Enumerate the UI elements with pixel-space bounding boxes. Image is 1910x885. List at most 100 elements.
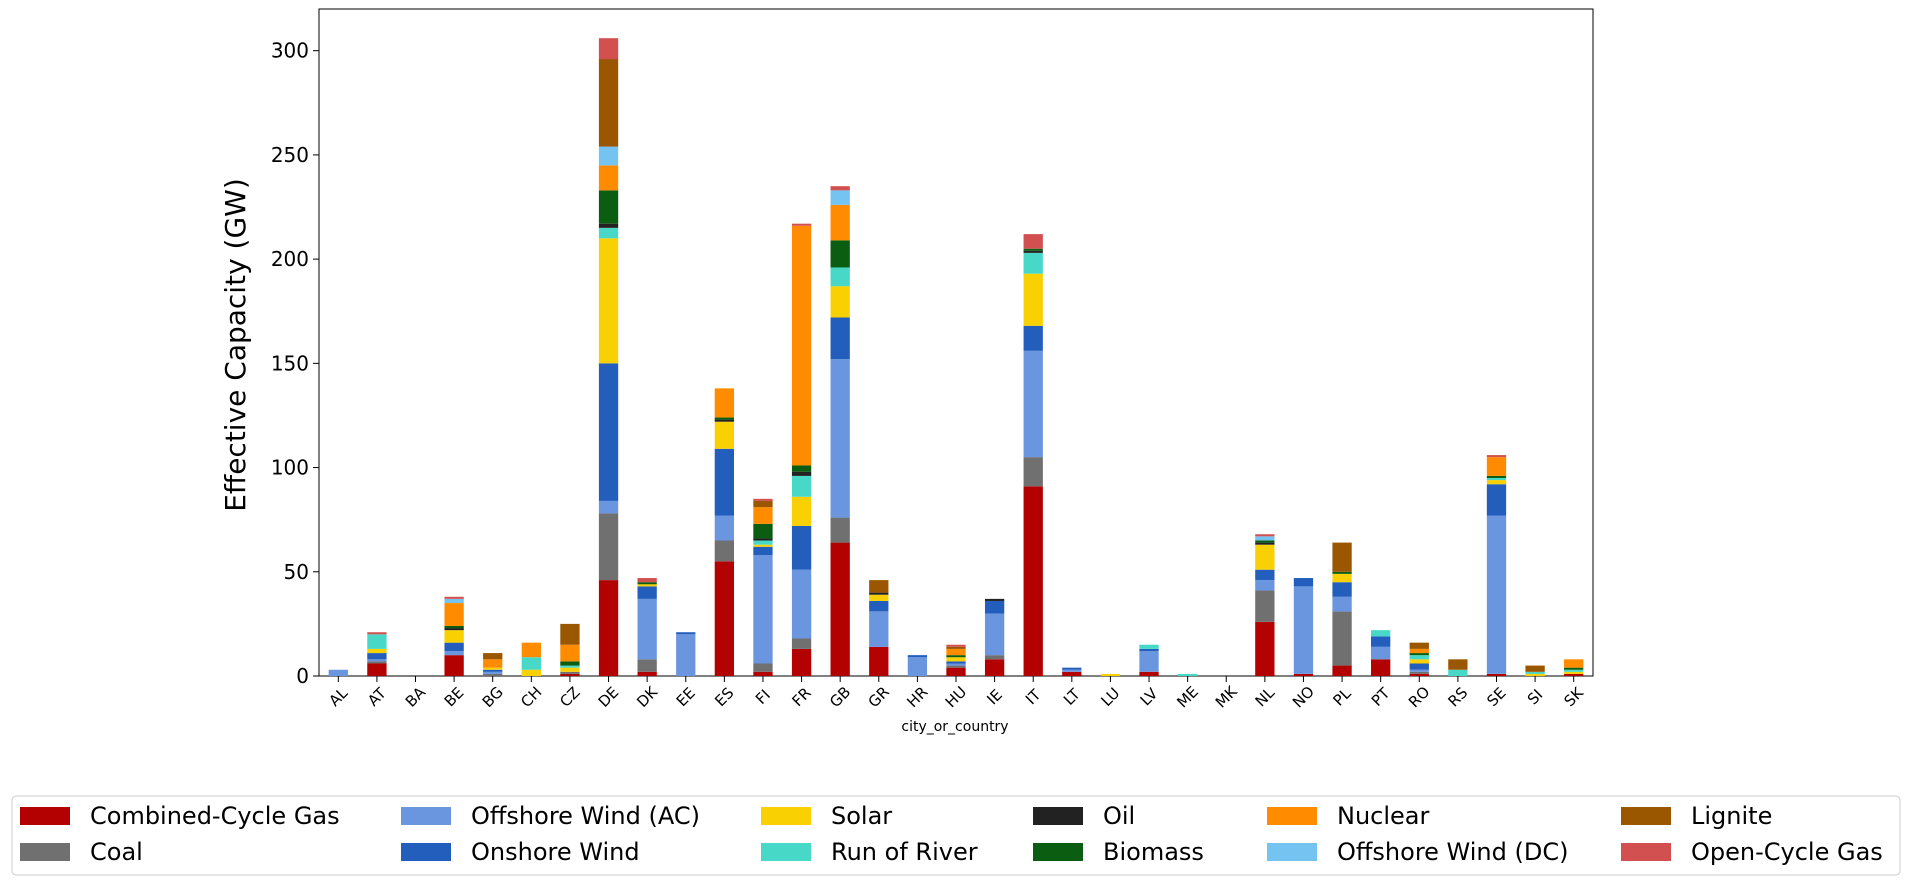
bar-segment-hu-1 (946, 665, 966, 668)
bar-segment-de-8 (598, 165, 619, 191)
x-tick-label-bg: BG (479, 683, 507, 711)
bar-segment-bg-10 (483, 653, 503, 660)
bar-segment-fr-7 (791, 465, 812, 472)
bar-segment-at-5 (367, 634, 387, 649)
legend-label: Offshore Wind (AC) (471, 802, 700, 830)
bar-segment-es-4 (714, 421, 735, 449)
bar-segment-pl-7 (1332, 571, 1352, 574)
bar-segment-pl-10 (1332, 542, 1352, 572)
bar-segment-it-7 (1023, 248, 1043, 251)
bar-segment-gr-4 (869, 594, 889, 601)
bar-segment-fi-5 (753, 540, 773, 545)
bar-segment-pt-3 (1371, 636, 1391, 647)
bar-segment-es-6 (714, 419, 735, 422)
bar-segment-bg-4 (483, 667, 503, 670)
bar-segment-fr-6 (791, 471, 812, 476)
bar-segment-hu-8 (946, 648, 966, 656)
bar-segment-bg-8 (483, 659, 503, 668)
bar-segment-si-10 (1525, 665, 1545, 672)
legend-label: Nuclear (1337, 802, 1430, 830)
x-tick-label-es: ES (711, 684, 737, 710)
bar-segment-gr-3 (869, 600, 889, 612)
legend-label: Lignite (1691, 802, 1772, 830)
bar-segment-de-11 (598, 38, 619, 60)
bar-segment-de-9 (598, 146, 619, 166)
bar-segment-lt-3 (1062, 667, 1082, 670)
bar-segment-nl-6 (1255, 542, 1275, 545)
bar-segment-hu-0 (946, 667, 966, 676)
bar-segment-ro-8 (1409, 648, 1429, 654)
bar-segment-ie-0 (984, 659, 1005, 676)
bar-segment-at-2 (367, 659, 387, 662)
bar-segment-gb-8 (830, 204, 850, 241)
legend-swatch (1267, 807, 1317, 825)
bar-segment-se-3 (1486, 484, 1507, 516)
y-axis: 0 50 100 150 200 250 300 (271, 39, 319, 688)
bar-segment-rs-5 (1448, 669, 1468, 676)
x-tick-label-se: SE (1483, 684, 1509, 710)
bar-segment-lt-0 (1062, 671, 1082, 676)
bar-segment-si-4 (1525, 673, 1545, 676)
bar-segment-al-2 (328, 669, 348, 676)
bar-segment-fi-1 (753, 663, 773, 672)
x-tick-label-no: NO (1289, 682, 1318, 711)
bar-segment-fr-4 (791, 496, 812, 526)
bar-segment-dk-4 (637, 584, 657, 587)
legend-swatch (1033, 843, 1083, 861)
y-tick-label: 150 (271, 351, 309, 375)
bar-segment-nl-1 (1255, 590, 1275, 622)
bar-segment-hr-2 (907, 657, 928, 676)
bar-segment-rs-10 (1448, 659, 1468, 670)
x-tick-label-at: AT (364, 684, 390, 710)
y-tick-label: 300 (271, 39, 309, 63)
bars (328, 38, 1584, 676)
x-tick-label-ro: RO (1405, 683, 1433, 711)
bar-segment-hu-7 (946, 655, 966, 658)
bar-segment-lv-2 (1139, 650, 1159, 672)
x-tick-label-ie: IE (983, 686, 1006, 709)
bar-segment-it-4 (1023, 273, 1043, 326)
x-tick-label-sk: SK (1560, 683, 1587, 710)
bar-segment-be-8 (444, 603, 464, 626)
x-tick-label-fi: FI (752, 686, 774, 708)
bar-segment-fr-11 (791, 223, 812, 226)
x-tick-label-rs: RS (1444, 684, 1471, 711)
x-tick-label-lt: LT (1060, 685, 1084, 709)
bar-segment-it-3 (1023, 325, 1043, 351)
bar-segment-gb-11 (830, 186, 850, 191)
bar-segment-ch-8 (521, 642, 541, 658)
legend-swatch (20, 807, 70, 825)
x-tick-label-ba: BA (402, 683, 430, 711)
bar-segment-fi-6 (753, 538, 773, 541)
bar-segment-nl-3 (1255, 569, 1275, 581)
x-axis: AL AT BA BE BG CH CZ DE DK EE ES FI FR GB GR HR HU IE IT LT… (325, 676, 1588, 712)
bar-segment-be-2 (444, 650, 464, 656)
bar-segment-lv-3 (1139, 648, 1159, 651)
bar-segment-fi-3 (753, 546, 773, 556)
bar-segment-it-5 (1023, 252, 1043, 274)
y-tick-label: 0 (296, 664, 309, 688)
x-tick-label-nl: NL (1252, 683, 1279, 710)
bar-segment-no-0 (1293, 673, 1314, 676)
bar-segment-it-2 (1023, 350, 1043, 458)
bar-segment-be-0 (444, 655, 464, 676)
bar-segment-nl-4 (1255, 544, 1275, 570)
bar-segment-gb-1 (830, 517, 850, 543)
bar-segment-sk-8 (1564, 659, 1584, 668)
bar-segment-fr-1 (791, 638, 812, 649)
bar-segment-fi-7 (753, 523, 773, 539)
legend-swatch (761, 807, 811, 825)
bar-segment-de-5 (598, 227, 619, 239)
bar-segment-fi-2 (753, 555, 773, 664)
bar-segment-dk-7 (637, 582, 657, 585)
bar-segment-ie-2 (984, 613, 1005, 656)
bar-segment-gr-6 (869, 592, 889, 595)
bar-segment-bg-2 (483, 671, 503, 674)
legend-swatch (20, 843, 70, 861)
bar-segment-hu-3 (946, 661, 966, 664)
legend-swatch (1621, 807, 1671, 825)
bar-segment-it-11 (1023, 234, 1043, 249)
bar-segment-sk-4 (1564, 671, 1584, 674)
bar-segment-fi-10 (753, 500, 773, 508)
